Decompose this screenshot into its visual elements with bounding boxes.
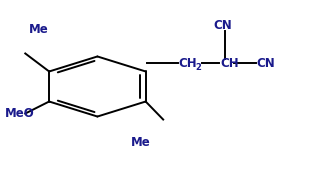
Text: Me: Me bbox=[29, 23, 48, 36]
Text: CN: CN bbox=[256, 57, 275, 70]
Text: MeO: MeO bbox=[4, 107, 34, 120]
Text: CH: CH bbox=[178, 57, 197, 70]
Text: CN: CN bbox=[214, 19, 232, 32]
Text: Me: Me bbox=[131, 136, 150, 149]
Text: 2: 2 bbox=[195, 63, 201, 72]
Text: CH: CH bbox=[220, 57, 239, 70]
